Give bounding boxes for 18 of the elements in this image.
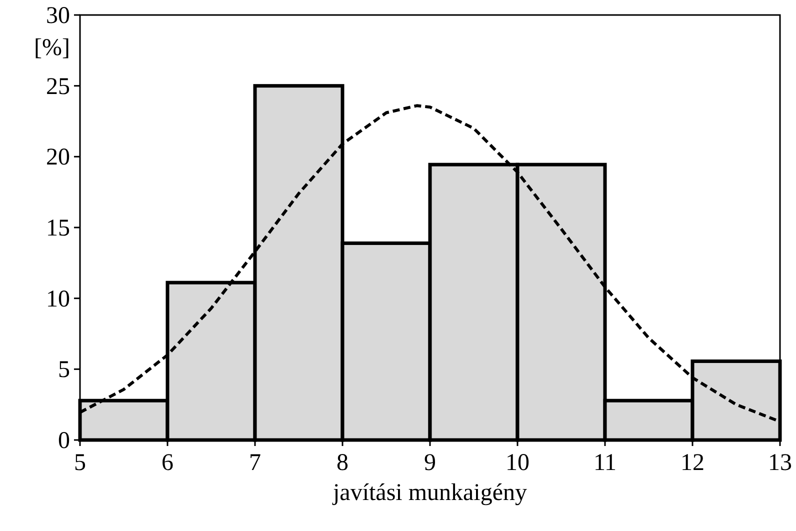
- x-tick-label: 10: [506, 450, 530, 476]
- x-tick-label: 9: [424, 450, 436, 476]
- y-tick-label: 15: [46, 216, 70, 242]
- x-tick-label: 8: [336, 450, 348, 476]
- y-tick-label: 5: [58, 357, 70, 384]
- x-tick-label: 7: [249, 450, 261, 476]
- y-tick-label: 20: [46, 144, 70, 171]
- y-tick-label: 25: [46, 74, 70, 100]
- x-tick-label: 12: [680, 450, 704, 476]
- y-tick-label: 0: [58, 428, 70, 454]
- x-axis-title: javítási munkaigény: [332, 480, 527, 506]
- y-tick-label: 10: [46, 286, 70, 312]
- y-axis-title: [%]: [34, 35, 70, 61]
- x-tick-label: 11: [593, 450, 617, 476]
- x-tick-label: 13: [768, 450, 792, 476]
- x-tick-label: 5: [74, 450, 86, 476]
- y-tick-label: 30: [46, 3, 70, 29]
- x-tick-label: 6: [162, 450, 174, 476]
